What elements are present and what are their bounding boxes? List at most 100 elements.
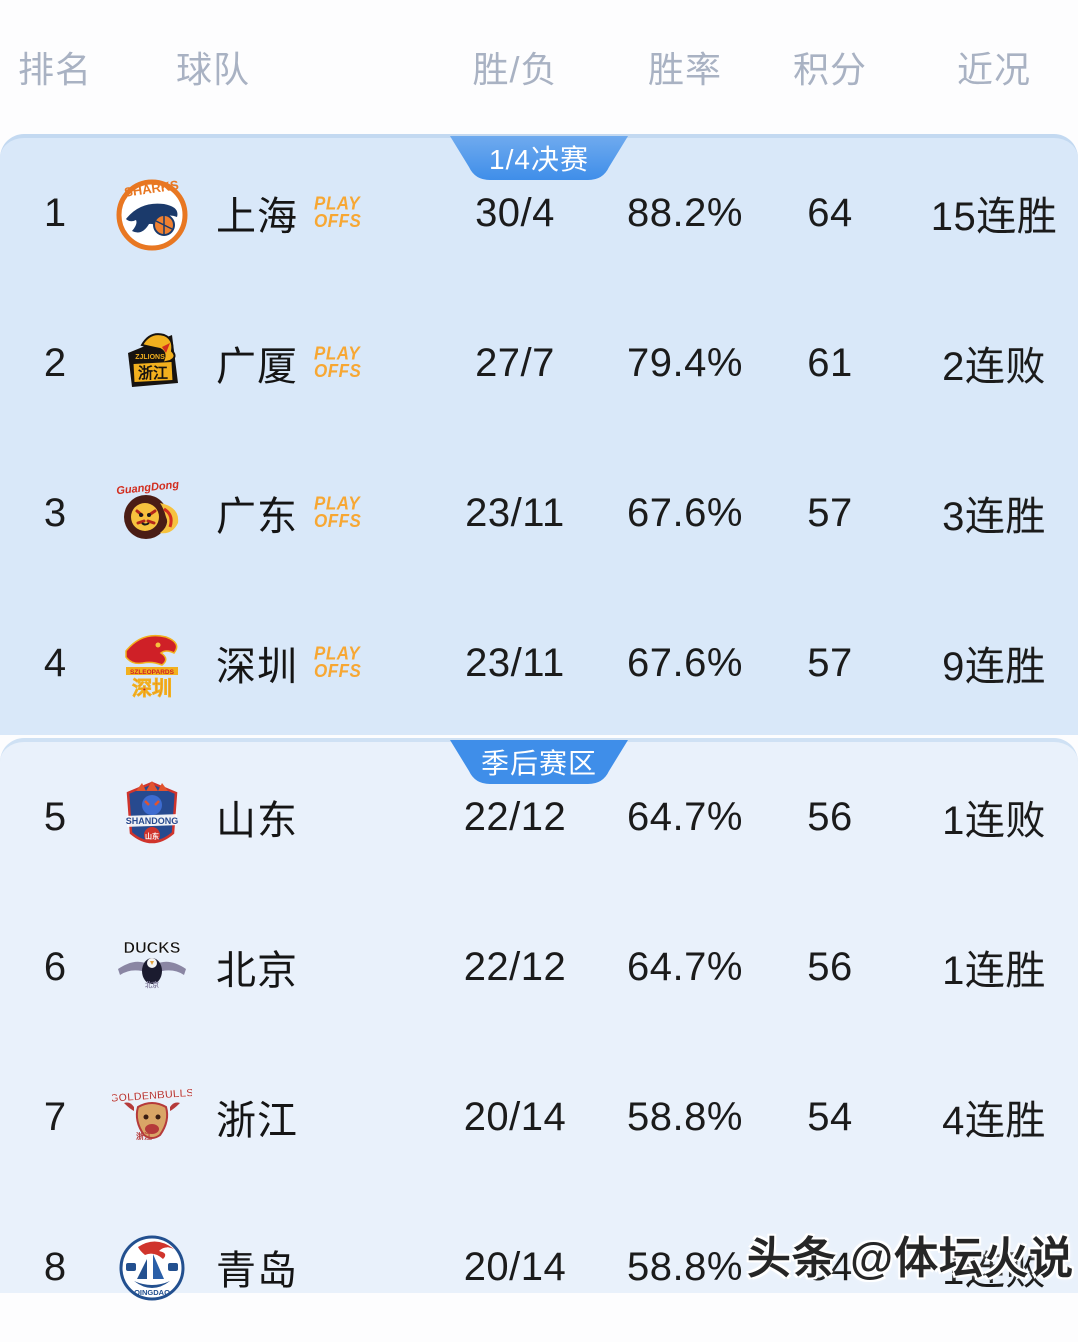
header-streak: 近况 (956, 49, 1031, 90)
svg-text:DUCKS: DUCKS (124, 940, 181, 957)
record-value: 20/14 (463, 1094, 567, 1139)
standings-row-7[interactable]: 7 GOLDENBULLS 浙江 浙江 20/14 58.8% 54 4连胜 (0, 1042, 1078, 1192)
team-name: 广东 (216, 495, 298, 539)
svg-text:GuangDong: GuangDong (116, 479, 180, 498)
team-logo-shandong-icon: SHANDONG 山东 (110, 775, 194, 859)
rank-value: 1 (43, 190, 67, 235)
record-value: 23/11 (465, 490, 565, 535)
team-logo-shanghai-sharks-icon: SHARKS (110, 171, 194, 255)
rank-value: 8 (43, 1244, 67, 1289)
standings-row-2[interactable]: 2 浙江 ZJLIONS 广厦 PLAY OFFS 27/7 79.4% 61 … (0, 288, 1078, 438)
playoffs-tag-line1: PLAY (314, 643, 361, 664)
svg-text:浙江: 浙江 (136, 1131, 152, 1141)
team-logo-guangdong-tigers-icon: GuangDong (110, 471, 194, 555)
standings-row-8[interactable]: 8 QINGDAO 青岛 20/14 58.8% 54 1连败 (0, 1192, 1078, 1342)
svg-text:GOLDENBULLS: GOLDENBULLS (112, 1087, 192, 1105)
team-logo-shenzhen-leopards-icon: SZLEOPARDS 深圳 (110, 621, 194, 705)
section-badge-playoff-zone: 季后赛区 (450, 740, 628, 786)
standings-row-3[interactable]: 3 GuangDong 广东 PLAY OFFS 23/11 (0, 438, 1078, 588)
record-value: 20/14 (463, 1244, 567, 1289)
points-value: 54 (807, 1244, 853, 1289)
section-playoff-zone: 季后赛区 5 SHANDONG 山东 山东 22/12 64.7% 56 (0, 738, 1078, 1301)
playoffs-tag-line2: OFFS (314, 660, 362, 682)
winrate-value: 79.4% (627, 340, 743, 385)
standings-row-1[interactable]: 1 SHARKS 上海 PLAY OFFS 30/4 88.2% 64 15连胜 (0, 138, 1078, 288)
toutiao-watermark: 头条 @体坛火说 (746, 1234, 1074, 1283)
playoffs-tag: PLAY OFFS (314, 643, 362, 682)
svg-text:北京: 北京 (145, 980, 159, 989)
winrate-value: 88.2% (627, 190, 743, 235)
badge-shape (450, 136, 628, 180)
team-logo-qingdao-eagles-icon: QINGDAO (110, 1225, 194, 1309)
playoffs-tag: PLAY OFFS (314, 343, 362, 382)
playoffs-tag-line1: PLAY (314, 193, 361, 214)
rank-value: 6 (43, 944, 67, 989)
streak-value: 3连胜 (942, 495, 1046, 539)
rank-value: 4 (43, 640, 67, 685)
team-name: 山东 (216, 799, 298, 843)
header-points: 积分 (792, 49, 867, 90)
team-name: 广厦 (216, 345, 298, 389)
winrate-value: 58.8% (627, 1244, 743, 1289)
playoffs-tag-line2: OFFS (314, 210, 362, 232)
streak-value: 2连败 (942, 345, 1046, 389)
winrate-value: 67.6% (627, 490, 743, 535)
record-value: 22/12 (463, 794, 567, 839)
points-value: 57 (807, 490, 853, 535)
header-team: 球队 (176, 49, 251, 90)
points-value: 56 (807, 944, 853, 989)
svg-text:SZLEOPARDS: SZLEOPARDS (130, 669, 175, 676)
rank-value: 2 (43, 340, 67, 385)
standings-row-4[interactable]: 4 SZLEOPARDS 深圳 深圳 PLAY OFFS 23/11 67.6%… (0, 588, 1078, 738)
rank-value: 7 (43, 1094, 67, 1139)
streak-value: 9连胜 (942, 645, 1046, 689)
svg-text:SHANDONG: SHANDONG (126, 816, 179, 826)
team-name: 浙江 (216, 1099, 298, 1143)
playoffs-tag-line2: OFFS (314, 360, 362, 382)
points-value: 61 (807, 340, 853, 385)
table-header: 排名 球队 胜/负 胜率 积分 近况 (0, 0, 1078, 134)
rank-value: 5 (43, 794, 67, 839)
record-value: 22/12 (463, 944, 567, 989)
svg-text:山东: 山东 (145, 832, 159, 841)
badge-shape (450, 740, 628, 784)
team-name: 青岛 (216, 1249, 298, 1293)
svg-text:浙江: 浙江 (138, 364, 168, 382)
team-name: 深圳 (216, 645, 298, 689)
header-winrate: 胜率 (647, 49, 722, 90)
points-value: 56 (807, 794, 853, 839)
winrate-value: 67.6% (627, 640, 743, 685)
streak-value: 1连败 (942, 799, 1046, 843)
playoffs-tag-line1: PLAY (314, 493, 361, 514)
team-logo-guangsha-lions-icon: 浙江 ZJLIONS (110, 321, 194, 405)
streak-value: 1连胜 (942, 949, 1046, 993)
section-badge-quarterfinals: 1/4决赛 (450, 136, 628, 182)
winrate-value: 58.8% (627, 1094, 743, 1139)
playoffs-tag-line1: PLAY (314, 343, 361, 364)
streak-value: 15连胜 (930, 195, 1058, 239)
points-value: 54 (807, 1094, 853, 1139)
section-quarterfinals: 1/4决赛 1 SHARKS 上海 PLAY OFFS 30/4 88.2% 6… (0, 134, 1078, 735)
header-rank: 排名 (17, 49, 92, 90)
winrate-value: 64.7% (627, 794, 743, 839)
playoffs-tag: PLAY OFFS (314, 493, 362, 532)
streak-value: 4连胜 (942, 1099, 1046, 1143)
record-value: 30/4 (475, 190, 555, 235)
points-value: 64 (807, 190, 853, 235)
playoffs-tag-line2: OFFS (314, 510, 362, 532)
rank-value: 3 (43, 490, 67, 535)
team-logo-zhejiang-goldenbulls-icon: GOLDENBULLS 浙江 (110, 1075, 194, 1159)
team-name: 上海 (216, 195, 298, 239)
svg-text:深圳: 深圳 (132, 677, 172, 700)
playoffs-tag: PLAY OFFS (314, 193, 362, 232)
team-name: 北京 (216, 949, 298, 993)
svg-text:ZJLIONS: ZJLIONS (135, 354, 165, 361)
standings-row-6[interactable]: 6 DUCKS 北京 北京 22/12 64.7% 56 1连胜 (0, 892, 1078, 1042)
badge-label: 季后赛区 (480, 748, 597, 779)
streak-value: 1连败 (942, 1249, 1046, 1293)
winrate-value: 64.7% (627, 944, 743, 989)
team-logo-beijing-ducks-icon: DUCKS 北京 (110, 925, 194, 1009)
points-value: 57 (807, 640, 853, 685)
standings-row-5[interactable]: 5 SHANDONG 山东 山东 22/12 64.7% 56 1连败 (0, 742, 1078, 892)
svg-text:QINGDAO: QINGDAO (134, 1288, 170, 1297)
